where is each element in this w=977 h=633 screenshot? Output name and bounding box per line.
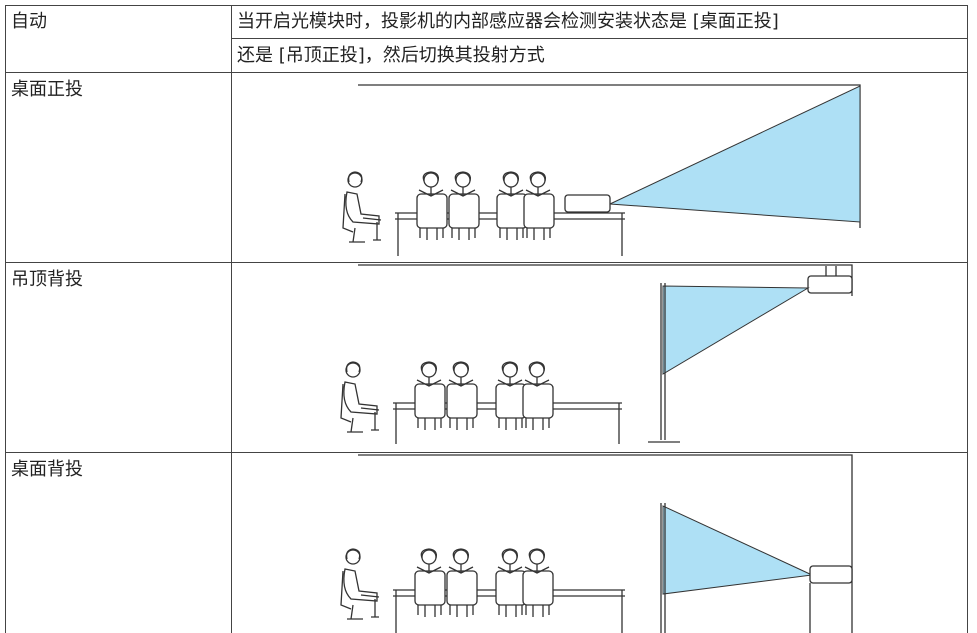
illustration-desk-rear [340, 454, 853, 633]
illustration-ceiling-rear [340, 264, 853, 444]
description-line: 当开启光模块时，投影机的内部感应器会检测安装状态是 [桌面正投] [237, 11, 779, 32]
illustration-desk-front [342, 84, 861, 256]
row-label: 桌面背投 [11, 459, 83, 480]
table-grid [5, 5, 968, 633]
row-label: 吊顶背投 [11, 269, 83, 290]
description-line: 还是 [吊顶正投]，然后切换其投射方式 [237, 45, 545, 66]
row-label: 桌面正投 [11, 79, 83, 100]
row-label: 自动 [11, 11, 47, 32]
